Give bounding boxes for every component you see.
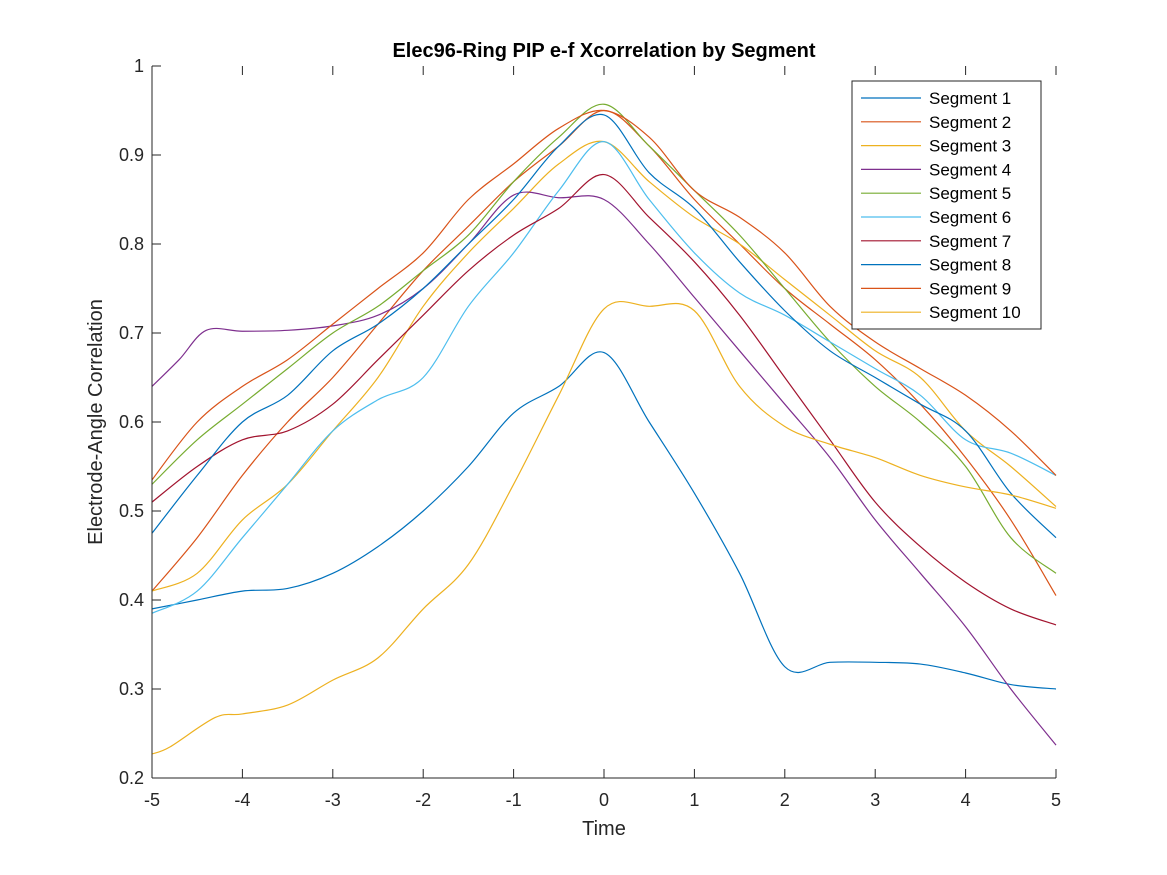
series-line-segment-3: [151, 140, 1057, 592]
y-ticks: 0.2 0.3 0.4 0.5 0.6 0.7 0.8 0.9 1: [119, 56, 161, 788]
series-lines: [151, 103, 1057, 755]
series-line-segment-9: [151, 109, 1057, 481]
y-tick-label: 0.5: [119, 501, 144, 521]
x-tick-label: -4: [234, 790, 250, 810]
legend-label: Segment 2: [929, 113, 1011, 132]
legend-label: Segment 7: [929, 232, 1011, 251]
series-line-segment-5: [151, 103, 1057, 574]
x-axis-title: Time: [582, 818, 626, 840]
legend-label: Segment 5: [929, 184, 1011, 203]
y-tick-label: 0.9: [119, 145, 144, 165]
x-tick-label: 5: [1051, 790, 1061, 810]
legend-label: Segment 4: [929, 160, 1011, 179]
y-tick-label: 0.2: [119, 768, 144, 788]
legend-label: Segment 6: [929, 208, 1011, 227]
x-tick-label: -2: [415, 790, 431, 810]
x-ticks: -5 -4 -3 -2 -1 0 1 2 3 4 5: [144, 66, 1061, 810]
x-tick-label: 0: [599, 790, 609, 810]
x-tick-label: 3: [870, 790, 880, 810]
x-tick-label: 1: [689, 790, 699, 810]
chart-title: Elec96-Ring PIP e-f Xcorrelation by Segm…: [392, 40, 815, 62]
x-tick-label: -5: [144, 790, 160, 810]
series-line-segment-10: [151, 300, 1057, 755]
series-line-segment-6: [151, 141, 1057, 614]
series-line-segment-7: [151, 173, 1057, 626]
y-tick-label: 0.4: [119, 590, 144, 610]
legend-label: Segment 10: [929, 303, 1021, 322]
y-tick-label: 1: [134, 56, 144, 76]
x-tick-label: -3: [325, 790, 341, 810]
y-axis-title: Electrode-Angle Correlation: [85, 299, 107, 545]
y-tick-label: 0.6: [119, 412, 144, 432]
x-tick-label: -1: [506, 790, 522, 810]
legend-label: Segment 9: [929, 279, 1011, 298]
series-line-segment-4: [151, 191, 1057, 746]
series-line-segment-1: [151, 351, 1057, 690]
legend: Segment 1 Segment 2 Segment 3 Segment 4 Segm…: [851, 80, 1042, 330]
y-tick-label: 0.8: [119, 234, 144, 254]
x-tick-label: 4: [961, 790, 971, 810]
series-line-segment-8: [151, 113, 1057, 539]
legend-label: Segment 1: [929, 89, 1011, 108]
legend-label: Segment 8: [929, 256, 1011, 275]
y-tick-label: 0.3: [119, 679, 144, 699]
x-tick-label: 2: [780, 790, 790, 810]
y-tick-label: 0.7: [119, 323, 144, 343]
legend-label: Segment 3: [929, 137, 1011, 156]
